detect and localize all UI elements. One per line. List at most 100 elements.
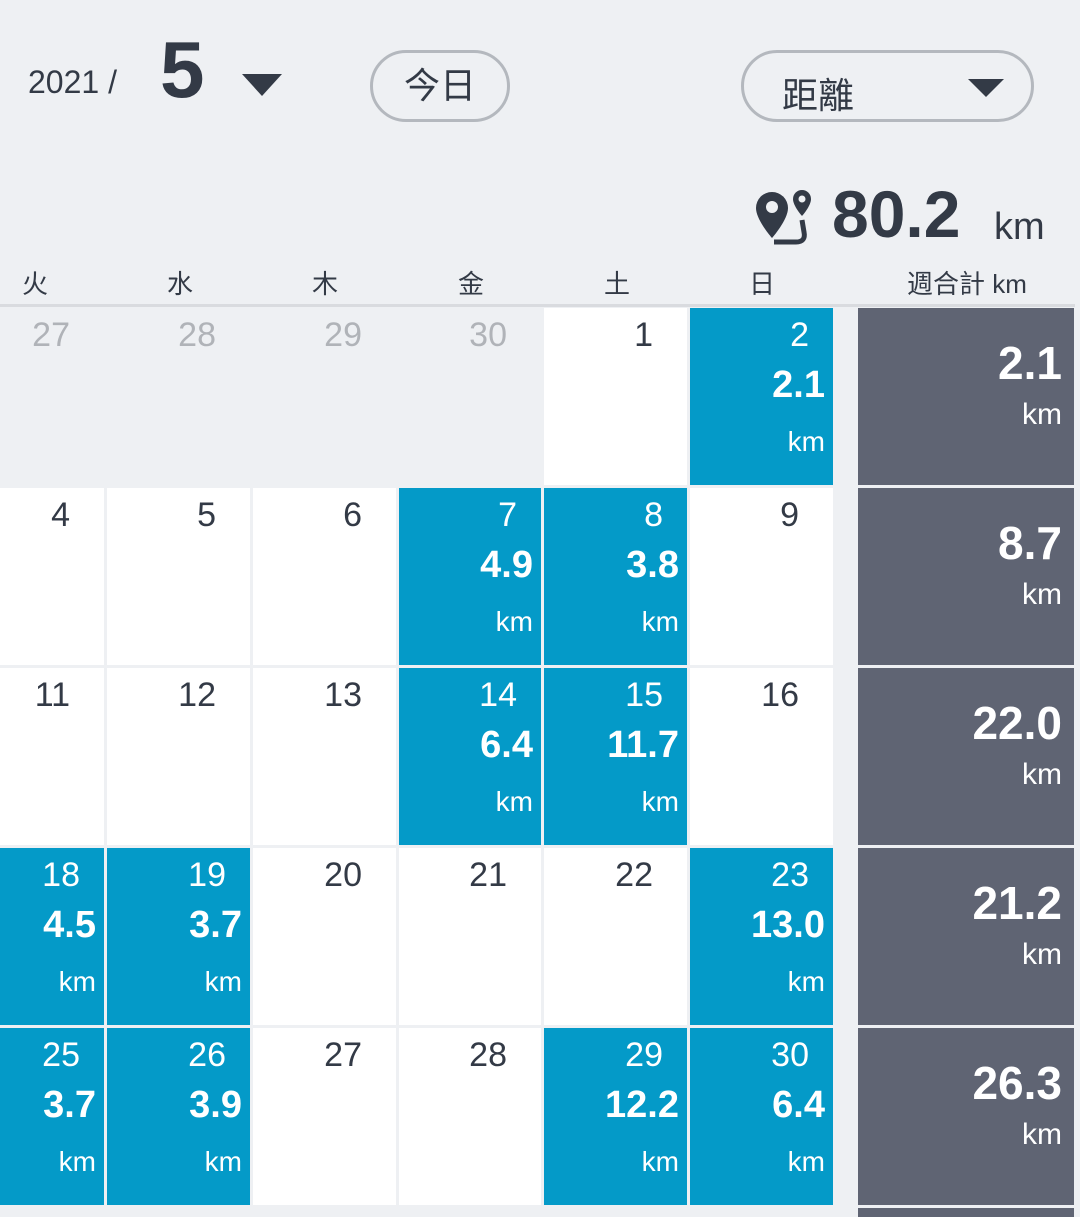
day-number: 14 bbox=[479, 676, 517, 714]
day-distance: 3.7 bbox=[189, 904, 242, 946]
week-total-unit: km bbox=[1022, 1118, 1062, 1151]
day-cell[interactable]: 4 bbox=[0, 488, 104, 665]
weekday-label: 木 bbox=[311, 269, 338, 299]
active-day-cell[interactable]: 7 4.9 km bbox=[399, 488, 541, 665]
day-distance: 13.0 bbox=[751, 904, 825, 946]
day-cell[interactable]: 12 bbox=[107, 668, 250, 845]
day-distance: 3.7 bbox=[43, 1084, 96, 1126]
active-day-cell[interactable]: 19 3.7 km bbox=[107, 848, 250, 1025]
day-number: 9 bbox=[780, 496, 799, 534]
day-distance: 4.9 bbox=[480, 544, 533, 586]
week-total-cell: 8.7 km bbox=[858, 488, 1074, 665]
active-day-cell[interactable]: 8 3.8 km bbox=[544, 488, 687, 665]
day-number: 7 bbox=[498, 496, 517, 534]
day-distance: 6.4 bbox=[480, 724, 533, 766]
day-number: 13 bbox=[324, 676, 362, 714]
day-number: 18 bbox=[42, 856, 80, 894]
metric-select[interactable]: 距離 bbox=[741, 50, 1034, 122]
day-number: 29 bbox=[324, 316, 362, 354]
today-button[interactable]: 今日 bbox=[370, 50, 510, 122]
day-number: 27 bbox=[324, 1036, 362, 1074]
week-total: 26.3 bbox=[972, 1057, 1062, 1109]
week-total: 22.0 bbox=[972, 697, 1062, 749]
week-total-unit: km bbox=[1022, 938, 1062, 971]
weekday-label: 火 bbox=[21, 269, 48, 299]
day-cell[interactable]: 5 bbox=[107, 488, 250, 665]
outside-day-cell: 29 bbox=[253, 308, 396, 485]
total-unit: km bbox=[994, 206, 1045, 248]
outside-day-cell: 30 bbox=[399, 308, 541, 485]
day-number: 21 bbox=[469, 856, 507, 894]
day-cell[interactable]: 16 bbox=[690, 668, 833, 845]
day-number: 28 bbox=[178, 316, 216, 354]
day-unit: km bbox=[204, 1146, 242, 1177]
day-number: 11 bbox=[34, 676, 70, 714]
day-number: 22 bbox=[615, 856, 653, 894]
day-unit: km bbox=[58, 966, 96, 997]
day-distance: 3.8 bbox=[626, 544, 679, 586]
active-day-cell[interactable]: 25 3.7 km bbox=[0, 1028, 104, 1205]
day-number: 4 bbox=[51, 496, 70, 534]
day-number: 15 bbox=[625, 676, 663, 714]
day-distance: 3.9 bbox=[189, 1084, 242, 1126]
day-number: 20 bbox=[324, 856, 362, 894]
active-day-cell[interactable]: 2 2.1 km bbox=[690, 308, 833, 485]
week-total-cell: 26.3 km bbox=[858, 1028, 1074, 1205]
week-total-unit: km bbox=[1022, 758, 1062, 791]
day-distance: 2.1 bbox=[772, 364, 825, 406]
day-unit: km bbox=[641, 786, 679, 817]
active-day-cell[interactable]: 29 12.2 km bbox=[544, 1028, 687, 1205]
day-cell[interactable]: 28 bbox=[399, 1028, 541, 1205]
day-cell[interactable]: 22 bbox=[544, 848, 687, 1025]
day-distance: 4.5 bbox=[43, 904, 96, 946]
dropdown-arrow bbox=[968, 79, 1004, 97]
day-unit: km bbox=[641, 606, 679, 637]
day-cell[interactable]: 13 bbox=[253, 668, 396, 845]
day-number: 25 bbox=[42, 1036, 80, 1074]
day-cell[interactable]: 27 bbox=[253, 1028, 396, 1205]
day-unit: km bbox=[787, 966, 825, 997]
month[interactable]: 5 bbox=[160, 25, 205, 114]
next-week-edge bbox=[858, 1208, 1074, 1217]
day-unit: km bbox=[787, 426, 825, 457]
weekday-label: 金 bbox=[457, 269, 484, 299]
weekday-label: 日 bbox=[748, 269, 775, 299]
day-number: 6 bbox=[343, 496, 362, 534]
day-number: 23 bbox=[771, 856, 809, 894]
day-number: 29 bbox=[625, 1036, 663, 1074]
week-total-unit: km bbox=[1022, 398, 1062, 431]
outside-day-cell: 28 bbox=[107, 308, 250, 485]
month-dropdown-arrow[interactable] bbox=[242, 74, 282, 98]
active-day-cell[interactable]: 23 13.0 km bbox=[690, 848, 833, 1025]
day-number: 30 bbox=[469, 316, 507, 354]
day-number: 30 bbox=[771, 1036, 809, 1074]
day-cell[interactable]: 9 bbox=[690, 488, 833, 665]
day-number: 2 bbox=[790, 316, 809, 354]
week-total: 8.7 bbox=[998, 517, 1062, 569]
day-cell[interactable]: 20 bbox=[253, 848, 396, 1025]
active-day-cell[interactable]: 14 6.4 km bbox=[399, 668, 541, 845]
route-icon bbox=[756, 190, 811, 245]
week-total-cell: 2.1 km bbox=[858, 308, 1074, 485]
day-unit: km bbox=[495, 606, 533, 637]
day-cell[interactable]: 1 bbox=[544, 308, 687, 485]
day-cell[interactable]: 21 bbox=[399, 848, 541, 1025]
day-unit: km bbox=[787, 1146, 825, 1177]
header-divider bbox=[0, 304, 1075, 307]
week-total-unit: km bbox=[1022, 578, 1062, 611]
active-day-cell[interactable]: 26 3.9 km bbox=[107, 1028, 250, 1205]
active-day-cell[interactable]: 30 6.4 km bbox=[690, 1028, 833, 1205]
active-day-cell[interactable]: 15 11.7 km bbox=[544, 668, 687, 845]
day-cell[interactable]: 11 bbox=[0, 668, 104, 845]
day-unit: km bbox=[495, 786, 533, 817]
day-number: 27 bbox=[32, 316, 70, 354]
total-distance: 80.2 bbox=[832, 177, 961, 251]
day-cell[interactable]: 6 bbox=[253, 488, 396, 665]
week-total-cell: 21.2 km bbox=[858, 848, 1074, 1025]
metric-label: 距離 bbox=[782, 75, 855, 116]
active-day-cell[interactable]: 18 4.5 km bbox=[0, 848, 104, 1025]
weekday-label: 土 bbox=[603, 269, 630, 299]
day-unit: km bbox=[641, 1146, 679, 1177]
day-distance: 6.4 bbox=[772, 1084, 825, 1126]
